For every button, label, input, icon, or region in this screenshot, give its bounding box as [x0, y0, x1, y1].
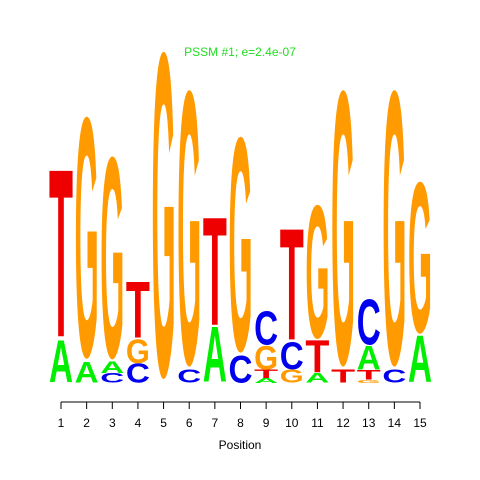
logo-letter: A — [305, 371, 329, 386]
x-tick-label: 9 — [263, 416, 270, 430]
logo-letter: G — [100, 99, 124, 418]
logo-letter: G — [357, 379, 381, 384]
logo-letter: C — [229, 347, 253, 391]
letter-group: T — [357, 367, 381, 383]
logo-letter: G — [382, 9, 406, 446]
letter-group: A — [305, 371, 329, 386]
logo-letter: C — [357, 285, 381, 358]
x-tick-label: 10 — [285, 416, 299, 430]
logo-letter: G — [75, 47, 99, 429]
letter-group: C — [126, 358, 150, 389]
x-tick-label: 3 — [109, 416, 116, 430]
logo-letter: T — [305, 331, 329, 383]
letter-group: A — [75, 355, 99, 389]
logo-letter: T — [331, 366, 355, 387]
logo-letter: G — [408, 137, 432, 378]
x-tick-label: 12 — [336, 416, 350, 430]
logo-letter: G — [331, 9, 355, 446]
x-tick-label: 14 — [388, 416, 402, 430]
x-tick-label: 13 — [362, 416, 376, 430]
x-tick-label: 6 — [186, 416, 193, 430]
logo-letter: T — [49, 120, 73, 388]
letter-group: C — [229, 347, 253, 391]
chart-title: PSSM #1; e=2.4e-07 — [184, 45, 296, 59]
x-tick-label: 1 — [58, 416, 65, 430]
logo-letter: G — [229, 74, 253, 415]
letter-group: A — [254, 377, 278, 385]
letter-group: T — [254, 368, 278, 381]
logo-letter: T — [126, 265, 150, 355]
x-tick-label: 4 — [135, 416, 142, 430]
logo-letter: A — [254, 377, 278, 385]
logo-letter: A — [49, 329, 73, 396]
logo-letter: A — [203, 310, 227, 399]
letter-group: C — [382, 366, 406, 387]
letter-group: C — [280, 334, 304, 378]
letter-group: C — [100, 371, 124, 386]
letter-group: A — [203, 310, 227, 399]
logo-letter: C — [100, 371, 124, 386]
logo-letter: G — [280, 367, 304, 387]
letter-group: T — [280, 195, 304, 374]
logo-letter: A — [357, 339, 381, 378]
letter-group: G — [126, 331, 150, 370]
logo-letter: C — [177, 366, 201, 387]
letter-group: T — [305, 331, 329, 383]
letter-group: G — [408, 137, 432, 378]
letter-group: T — [126, 265, 150, 355]
letter-group: G — [152, 0, 176, 473]
logo-letter: C — [280, 334, 304, 378]
letter-group: T — [331, 366, 355, 387]
x-tick-label: 8 — [237, 416, 244, 430]
letter-group: G — [229, 74, 253, 415]
letter-group: G — [382, 9, 406, 446]
letter-group: C — [357, 285, 381, 358]
x-tick-label: 11 — [311, 416, 324, 430]
letter-group: G — [75, 47, 99, 429]
logo-letter: C — [254, 300, 278, 355]
letter-group: G — [280, 367, 304, 387]
letter-group: G — [305, 165, 329, 377]
logo-letter: T — [203, 185, 227, 358]
logo-letter: G — [177, 9, 201, 446]
logo-letter: A — [75, 355, 99, 389]
x-tick-label: 5 — [160, 416, 167, 430]
logo-letter: T — [357, 367, 381, 383]
letter-group: C — [177, 366, 201, 387]
logo-letter: G — [126, 331, 150, 370]
letter-group: T — [49, 120, 73, 388]
letter-group: A — [357, 339, 381, 378]
x-tick-label: 15 — [413, 416, 427, 430]
letter-group: G — [100, 99, 124, 418]
letter-group: T — [203, 185, 227, 358]
logo-letter: G — [254, 338, 278, 377]
letter-group: G — [254, 338, 278, 377]
x-axis-label: Position — [219, 438, 262, 452]
letter-group: A — [100, 358, 124, 377]
logo-letter: C — [126, 358, 150, 389]
logo-letter: A — [408, 322, 432, 397]
logo-letter: G — [305, 165, 329, 377]
logo-letter: G — [152, 0, 176, 473]
letter-group: G — [177, 9, 201, 446]
logo-letter: A — [100, 358, 124, 377]
x-tick-label: 2 — [83, 416, 90, 430]
letter-group: G — [331, 9, 355, 446]
logo-letter: T — [280, 195, 304, 374]
logo-letter: C — [382, 366, 406, 387]
letter-group: G — [357, 379, 381, 384]
letter-group: A — [408, 322, 432, 397]
letter-group: A — [49, 329, 73, 396]
x-tick-label: 7 — [212, 416, 219, 430]
letter-group: C — [254, 300, 278, 355]
logo-letter: T — [254, 368, 278, 381]
